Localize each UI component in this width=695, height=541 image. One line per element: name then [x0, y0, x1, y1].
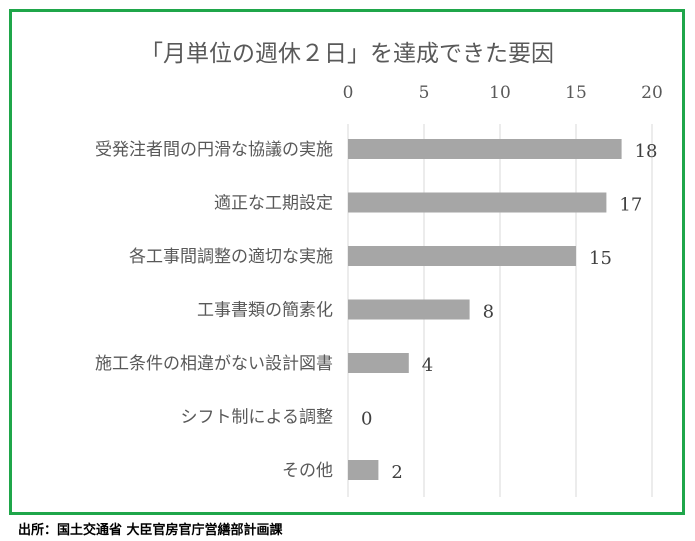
data-label: 8: [483, 302, 494, 323]
data-label: 4: [422, 355, 433, 376]
bar: [348, 246, 576, 266]
data-label: 17: [619, 195, 642, 216]
x-tick-label: 10: [489, 83, 511, 103]
bar: [348, 460, 379, 480]
category-label: 工事書類の簡素化: [197, 301, 333, 321]
data-label: 18: [635, 141, 658, 162]
x-tick-label: 0: [343, 83, 354, 103]
x-tick-label: 5: [419, 83, 430, 103]
data-label: 15: [589, 248, 612, 269]
chart-frame: 「月単位の週休２日」を達成できた要因 0 5 10 15 20 受発注者間の円滑な協議の実…: [9, 9, 685, 515]
category-label: 適正な工期設定: [214, 194, 333, 214]
category-label: 各工事間調整の適切な実施: [129, 247, 333, 267]
x-tick-label: 20: [641, 83, 663, 103]
bar: [348, 139, 622, 159]
bar: [348, 299, 470, 320]
source-note: 出所：国土交通省 大臣官房官庁営繕部計画課: [18, 523, 283, 538]
bar: [348, 353, 409, 373]
category-label: 受発注者間の円滑な協議の実施: [95, 140, 333, 160]
data-label: 2: [391, 462, 402, 483]
chart-title: 「月単位の週休２日」を達成できた要因: [140, 41, 554, 67]
x-tick-label: 15: [565, 83, 587, 103]
category-label: 施工条件の相違がない設計図書: [95, 354, 333, 374]
category-label: シフト制による調整: [181, 408, 334, 428]
category-label: その他: [282, 461, 333, 481]
bar: [348, 192, 607, 213]
data-label: 0: [361, 409, 372, 430]
